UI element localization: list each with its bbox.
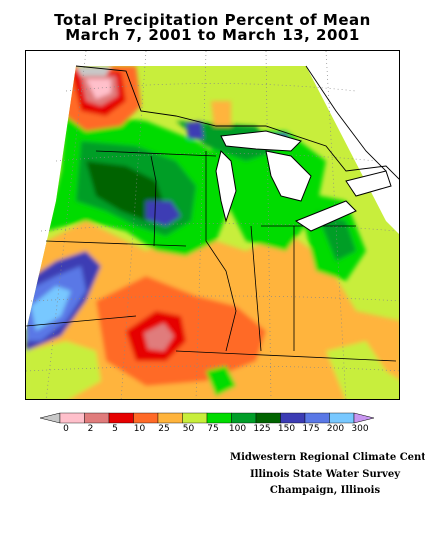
legend-bins bbox=[39, 412, 375, 424]
lake-erie bbox=[294, 200, 357, 232]
legend-label-100: 100 bbox=[228, 424, 247, 434]
il-in-border bbox=[205, 151, 237, 352]
legend-label-125: 125 bbox=[253, 424, 271, 434]
legend-bin-10-25 bbox=[133, 412, 159, 424]
map-title-line1: Total Precipitation Percent of Mean bbox=[54, 11, 371, 29]
legend-arrow-high bbox=[353, 412, 375, 424]
lake-ontario bbox=[345, 170, 392, 197]
zone-nw-2-5 bbox=[86, 79, 111, 99]
legend-label-75: 75 bbox=[207, 424, 219, 434]
ky-tn-border bbox=[175, 350, 397, 362]
legend-bin-25-50 bbox=[157, 412, 183, 424]
legend-label-25: 25 bbox=[158, 424, 170, 434]
zone-sw-green bbox=[26, 341, 101, 399]
precipitation-field bbox=[26, 66, 399, 399]
legend-bin-150-175 bbox=[280, 412, 306, 424]
lake-superior bbox=[220, 130, 302, 152]
legend-bin-2-5 bbox=[84, 412, 110, 424]
graticule bbox=[26, 51, 399, 399]
credit-line1: Midwestern Regional Climate Center bbox=[230, 452, 425, 463]
zone-south-green bbox=[206, 366, 236, 396]
zone-up-blue bbox=[186, 121, 204, 139]
ia-mo-border bbox=[45, 240, 187, 247]
map-canvas bbox=[26, 51, 399, 399]
legend-label-50: 50 bbox=[182, 424, 195, 434]
legend-bin-5-10 bbox=[108, 412, 134, 424]
credit-line3: Champaign, Illinois bbox=[269, 485, 381, 496]
ks-mo-border bbox=[26, 315, 137, 327]
legend-label-5: 5 bbox=[112, 424, 118, 434]
lake-huron bbox=[265, 150, 312, 202]
zone-central-pink bbox=[144, 323, 174, 351]
legend-bin-0-2 bbox=[59, 412, 85, 424]
legend-bin-100-125 bbox=[231, 412, 257, 424]
legend-bin-125-150 bbox=[255, 412, 281, 424]
legend-label-2: 2 bbox=[87, 424, 94, 434]
legend-bin-50-75 bbox=[182, 412, 208, 424]
great-lakes bbox=[215, 130, 392, 232]
legend-label-10: 10 bbox=[133, 424, 146, 434]
zone-50-75-east bbox=[266, 261, 346, 351]
legend-arrow-low bbox=[39, 412, 61, 424]
lake-michigan bbox=[215, 150, 237, 223]
in-oh-border bbox=[250, 225, 262, 352]
legend-bin-75-100 bbox=[206, 412, 232, 424]
legend-bin-175-200 bbox=[304, 412, 330, 424]
map-title-line2: March 7, 2001 to March 13, 2001 bbox=[65, 26, 360, 44]
credit-line2: Illinois State Water Survey bbox=[249, 469, 401, 480]
legend-label-175: 175 bbox=[302, 424, 320, 434]
legend-label-150: 150 bbox=[277, 424, 296, 434]
international-border bbox=[75, 65, 399, 180]
zone-300-plus bbox=[31, 286, 71, 331]
mn-ia-border bbox=[95, 150, 217, 157]
legend-label-0: 0 bbox=[63, 424, 69, 434]
precipitation-map bbox=[25, 50, 400, 400]
color-scale-legend bbox=[39, 412, 375, 424]
ia-il-border bbox=[150, 155, 157, 247]
legend-label-300: 300 bbox=[351, 424, 369, 434]
zone-up-orange bbox=[211, 101, 231, 126]
zone-se-green bbox=[326, 341, 399, 399]
legend-label-200: 200 bbox=[326, 424, 345, 434]
legend-bin-200-300 bbox=[329, 412, 355, 424]
